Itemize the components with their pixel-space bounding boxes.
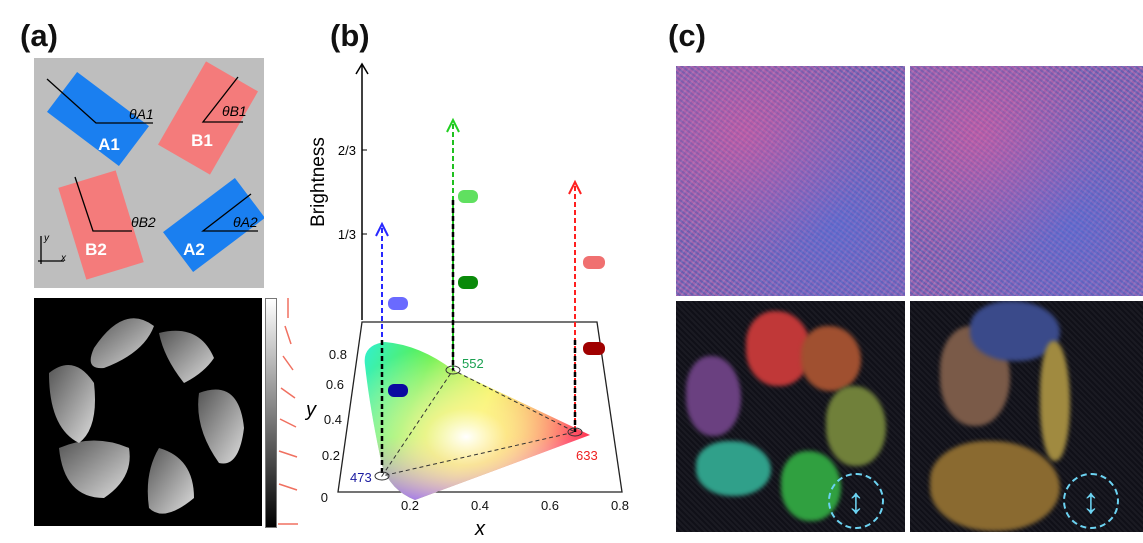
gamut-triangle xyxy=(380,369,577,477)
arrow-up-icon xyxy=(375,221,389,237)
y-tick: 0.2 xyxy=(322,448,340,463)
angle-label: θB1 xyxy=(222,103,247,119)
speckle-image-top-right xyxy=(910,66,1143,296)
region-label: A1 xyxy=(98,135,120,154)
x-axis-label: x xyxy=(474,518,486,540)
angle-label: θB2 xyxy=(131,214,156,230)
x-tick: 0.4 xyxy=(471,498,489,513)
arrow-up-icon xyxy=(446,117,460,133)
x-tick: 0.2 xyxy=(401,498,419,513)
brightness-marker xyxy=(388,297,408,310)
polarization-arrows xyxy=(278,298,298,525)
panel-label-a: (a) xyxy=(20,18,58,53)
arrow-up-icon xyxy=(568,179,582,195)
primary-point xyxy=(567,427,583,437)
chromaticity-brightness-plot: 2/3 1/3 Brightness 0.8 0.6 0.4 0.2 0 0.2… xyxy=(304,62,629,540)
angle-label: θA2 xyxy=(233,214,258,230)
region-b2 xyxy=(58,170,144,280)
speckle-image-top-left xyxy=(676,66,905,296)
x-tick: 0.6 xyxy=(541,498,559,513)
angle-label: θA1 xyxy=(129,106,154,122)
primary-point xyxy=(374,471,390,481)
region-b1 xyxy=(158,61,258,175)
chromaticity-marker xyxy=(388,384,408,397)
z-tick: 1/3 xyxy=(338,227,356,242)
axis-y-label: y xyxy=(43,233,50,244)
region-label: A2 xyxy=(183,240,205,259)
chromaticity-marker xyxy=(458,276,478,289)
y-tick: 0.8 xyxy=(329,347,347,362)
phase-map xyxy=(34,298,262,526)
wavelength-label: 473 xyxy=(350,470,372,485)
region-a2 xyxy=(163,177,264,273)
x-tick: 0.8 xyxy=(611,498,629,513)
wavelength-label: 552 xyxy=(462,356,484,371)
arrow-up-icon xyxy=(355,62,369,75)
y-tick: 0.6 xyxy=(326,377,344,392)
metasurface-layout: A1 B1 B2 A2 θA1 θB1 θB2 θA2 y x xyxy=(34,58,264,288)
brightness-marker xyxy=(458,190,478,203)
floor-plane xyxy=(337,321,623,493)
wavelength-label: 633 xyxy=(576,448,598,463)
region-a1 xyxy=(47,71,149,167)
panel-label-b: (b) xyxy=(330,18,370,53)
hologram-image-portrait: ↕ xyxy=(910,301,1143,532)
z-axis-label: Brightness xyxy=(308,137,329,227)
primary-point xyxy=(445,365,461,375)
y-tick: 0.4 xyxy=(324,412,342,427)
double-arrow-vertical-icon: ↕ xyxy=(828,473,884,529)
panel-label-c: (c) xyxy=(668,18,706,53)
region-label: B2 xyxy=(85,240,107,259)
z-tick: 2/3 xyxy=(338,143,356,158)
brightness-marker xyxy=(583,256,605,269)
colorbar xyxy=(265,298,277,528)
hologram-image-pattern: ↕ xyxy=(676,301,905,532)
chromaticity-marker xyxy=(583,342,605,355)
y-tick: 0 xyxy=(321,490,328,505)
y-axis-label: y xyxy=(304,399,317,421)
axis-x-label: x xyxy=(60,253,67,264)
region-label: B1 xyxy=(191,131,213,150)
double-arrow-vertical-icon: ↕ xyxy=(1063,473,1119,529)
